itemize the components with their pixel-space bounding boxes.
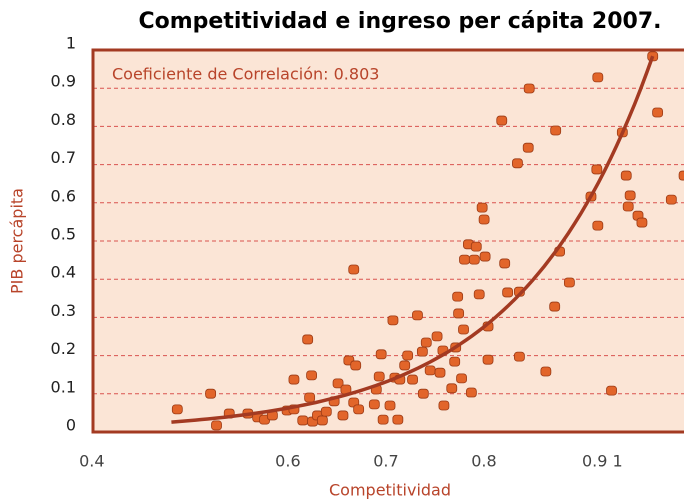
point bbox=[636, 217, 648, 228]
point bbox=[304, 392, 316, 403]
point bbox=[470, 241, 482, 252]
y-tick-label: 0.5 bbox=[51, 225, 76, 244]
point bbox=[476, 202, 488, 213]
point bbox=[402, 350, 414, 361]
point bbox=[592, 220, 604, 231]
x-tick-label: 0.6 bbox=[275, 452, 300, 471]
point bbox=[473, 289, 485, 300]
point bbox=[452, 291, 464, 302]
point bbox=[387, 315, 399, 326]
y-tick-label: 0.2 bbox=[51, 339, 76, 358]
point bbox=[468, 254, 480, 265]
point bbox=[549, 301, 561, 312]
point bbox=[591, 164, 603, 175]
point bbox=[622, 201, 634, 212]
point bbox=[434, 367, 446, 378]
point bbox=[550, 125, 562, 136]
point bbox=[348, 264, 360, 275]
point bbox=[368, 399, 380, 410]
point bbox=[316, 415, 328, 426]
y-axis-label: PIB percápita bbox=[8, 188, 27, 294]
point bbox=[416, 346, 428, 357]
point bbox=[459, 254, 470, 265]
point bbox=[171, 404, 183, 415]
point bbox=[211, 420, 222, 431]
point bbox=[540, 366, 552, 377]
point bbox=[446, 383, 458, 394]
point bbox=[499, 258, 511, 269]
point bbox=[337, 410, 349, 421]
y-tick-label: 0.1 bbox=[51, 377, 76, 396]
point bbox=[606, 385, 617, 396]
point bbox=[620, 170, 632, 181]
point bbox=[438, 400, 450, 411]
point bbox=[350, 360, 362, 371]
point bbox=[320, 406, 332, 417]
marks bbox=[171, 51, 684, 431]
x-tick-label: 0.7 bbox=[373, 452, 398, 471]
point bbox=[563, 277, 575, 288]
point bbox=[465, 387, 477, 398]
y-tick-label: 0.9 bbox=[51, 72, 76, 91]
point bbox=[678, 170, 684, 181]
point bbox=[514, 351, 525, 362]
point bbox=[424, 365, 436, 376]
x-axis-label: Competitividad bbox=[329, 481, 451, 500]
y-tick-label: 0.8 bbox=[51, 110, 76, 129]
point bbox=[288, 374, 300, 385]
point bbox=[399, 360, 411, 371]
point bbox=[479, 251, 491, 262]
point bbox=[297, 415, 309, 426]
point bbox=[522, 142, 534, 153]
point bbox=[624, 190, 636, 201]
point bbox=[375, 349, 387, 360]
point bbox=[392, 414, 404, 425]
point bbox=[453, 308, 465, 319]
point bbox=[353, 404, 365, 415]
point bbox=[592, 72, 604, 83]
point bbox=[482, 354, 494, 365]
y-tick-label: 0.6 bbox=[51, 186, 76, 205]
point bbox=[652, 107, 664, 118]
point bbox=[523, 83, 535, 94]
y-tick-label: 0.4 bbox=[51, 263, 76, 282]
point bbox=[417, 388, 429, 399]
annotation: Coeficiente de Correlación: 0.803 bbox=[112, 65, 379, 84]
point bbox=[512, 158, 523, 169]
point bbox=[384, 400, 396, 411]
point bbox=[420, 337, 432, 348]
point bbox=[407, 374, 418, 385]
point bbox=[458, 324, 469, 335]
x-tick-label: 0.9 1 bbox=[582, 452, 623, 471]
point bbox=[496, 115, 508, 126]
x-tick-label: 0.8 bbox=[471, 452, 496, 471]
point bbox=[205, 388, 217, 399]
y-tick-label: 0.7 bbox=[51, 148, 76, 167]
point bbox=[478, 214, 490, 225]
point bbox=[377, 414, 389, 425]
grid bbox=[93, 87, 684, 395]
point bbox=[502, 287, 514, 298]
point bbox=[373, 371, 385, 382]
trend-line bbox=[171, 55, 655, 424]
point bbox=[302, 334, 314, 345]
point bbox=[431, 331, 443, 342]
point bbox=[456, 373, 467, 384]
point bbox=[412, 310, 423, 321]
point bbox=[332, 378, 344, 389]
y-tick-label: 0.3 bbox=[51, 301, 76, 320]
point bbox=[306, 370, 317, 381]
plot-border bbox=[91, 48, 684, 434]
chart-title: Competitividad e ingreso per cápita 2007… bbox=[139, 9, 662, 34]
y-tick-label: 0 bbox=[66, 416, 76, 435]
y-tick-label: 1 bbox=[66, 34, 76, 53]
point bbox=[665, 194, 677, 205]
point bbox=[449, 356, 461, 367]
x-tick-label: 0.4 bbox=[79, 452, 104, 471]
